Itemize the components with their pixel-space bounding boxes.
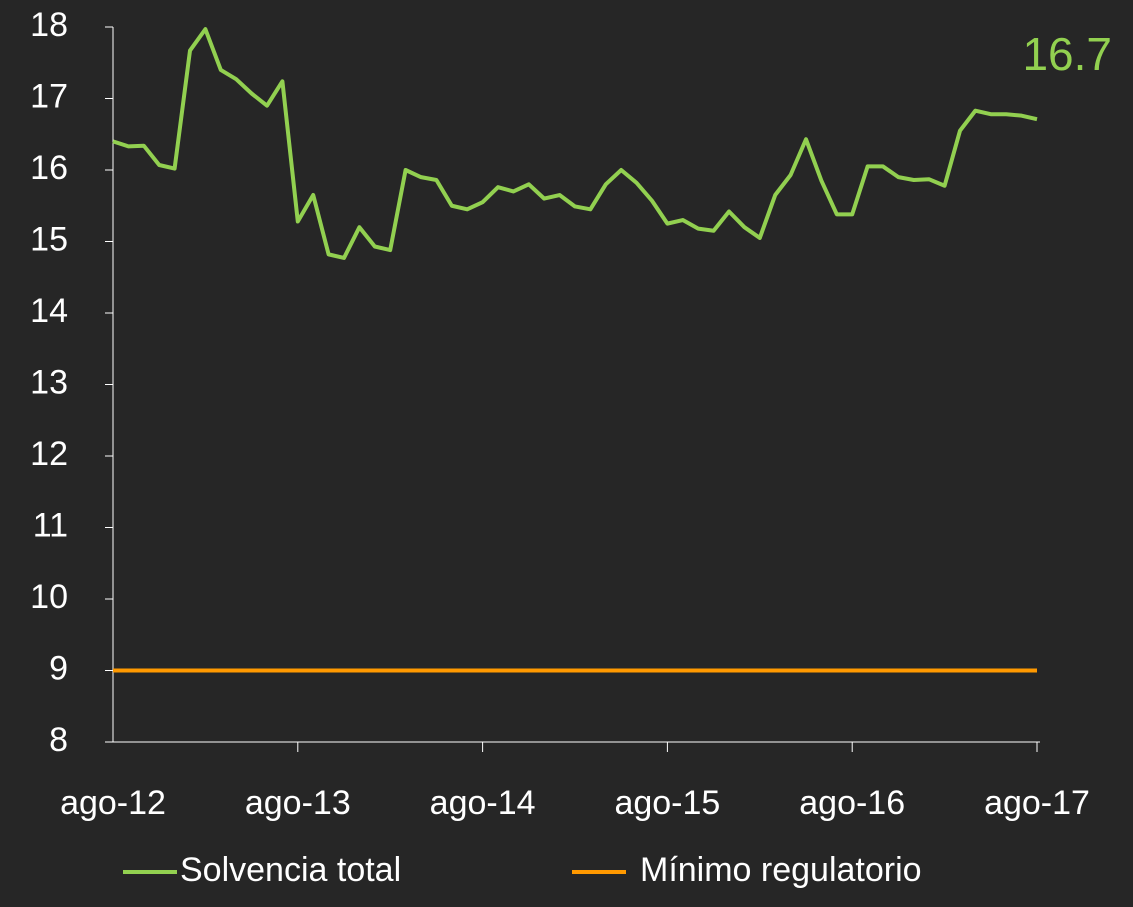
- y-tick-label: 14: [30, 292, 68, 330]
- annotation: 16.7: [1022, 28, 1112, 80]
- series-line: [112, 27, 1038, 260]
- y-tick-label: 11: [33, 506, 68, 544]
- y-tick-label: 9: [49, 649, 68, 687]
- x-tick-label: ago-14: [430, 784, 536, 822]
- legend-label: Solvencia total: [180, 851, 401, 889]
- y-tick-label: 13: [30, 363, 68, 401]
- x-tick-label: ago-15: [614, 784, 720, 822]
- y-tick-label: 12: [30, 435, 68, 473]
- x-tick-label: ago-17: [984, 784, 1090, 822]
- y-tick-label: 18: [30, 6, 68, 44]
- x-tick-label: ago-13: [245, 784, 351, 822]
- x-tick-label: ago-12: [60, 784, 166, 822]
- y-tick-label: 15: [30, 220, 68, 258]
- y-tick-label: 10: [30, 578, 68, 616]
- y-tick-label: 8: [49, 721, 68, 759]
- legend-label: Mínimo regulatorio: [640, 851, 922, 889]
- y-tick-label: 16: [30, 149, 68, 187]
- x-tick-label: ago-16: [799, 784, 905, 822]
- y-tick-label: 17: [30, 77, 68, 115]
